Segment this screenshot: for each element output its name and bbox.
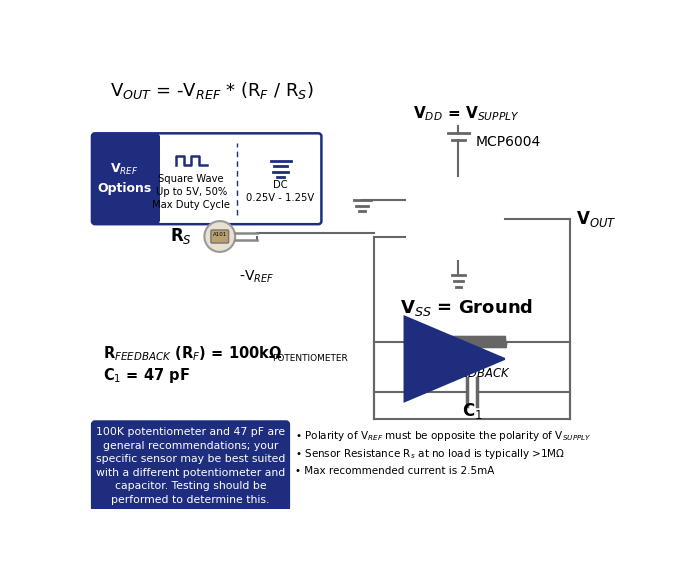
- Text: V$_{OUT}$: V$_{OUT}$: [576, 209, 617, 229]
- Text: • Polarity of V$_{REF}$ must be opposite the polarity of V$_{SUPPLY}$: • Polarity of V$_{REF}$ must be opposite…: [296, 429, 592, 443]
- Text: V$_{OUT}$ = -V$_{REF}$ * (R$_F$ / R$_S$): V$_{OUT}$ = -V$_{REF}$ * (R$_F$ / R$_S$): [110, 80, 314, 101]
- Text: DC
0.25V - 1.25V: DC 0.25V - 1.25V: [247, 180, 315, 204]
- Text: A101: A101: [213, 232, 227, 237]
- Text: V$_{SS}$ = Ground: V$_{SS}$ = Ground: [399, 297, 533, 318]
- Text: +: +: [417, 191, 431, 209]
- Text: V$_{DD}$ = V$_{SUPPLY}$: V$_{DD}$ = V$_{SUPPLY}$: [413, 104, 519, 122]
- FancyBboxPatch shape: [92, 422, 289, 511]
- Text: POTENTIOMETER: POTENTIOMETER: [272, 355, 348, 363]
- Bar: [152, 136, 160, 221]
- Text: Square Wave
Up to 5V, 50%
Max Duty Cycle: Square Wave Up to 5V, 50% Max Duty Cycle: [152, 174, 230, 210]
- Text: -V$_{REF}$: -V$_{REF}$: [239, 268, 275, 285]
- Text: R$_{FEEDBACK}$ (R$_F$) = 100kΩ: R$_{FEEDBACK}$ (R$_F$) = 100kΩ: [102, 344, 282, 363]
- Text: • Sensor Resistance R$_s$ at no load is typically >1MΩ: • Sensor Resistance R$_s$ at no load is …: [296, 447, 565, 462]
- Text: C$_1$: C$_1$: [461, 402, 482, 422]
- Text: C$_1$ = 47 pF: C$_1$ = 47 pF: [102, 366, 190, 384]
- Text: R$_{FEEDBACK}$: R$_{FEEDBACK}$: [433, 359, 511, 379]
- Text: • Max recommended current is 2.5mA: • Max recommended current is 2.5mA: [296, 466, 495, 476]
- Text: V$_{REF}$
Options: V$_{REF}$ Options: [97, 162, 151, 195]
- Text: 100K potentiometer and 47 pF are
general recommendations; your
specific sensor m: 100K potentiometer and 47 pF are general…: [95, 427, 285, 505]
- FancyBboxPatch shape: [211, 230, 229, 243]
- FancyBboxPatch shape: [92, 133, 321, 224]
- Text: −: −: [417, 228, 431, 247]
- Text: MCP6004: MCP6004: [475, 135, 541, 149]
- Polygon shape: [404, 316, 505, 402]
- Circle shape: [204, 221, 235, 252]
- FancyBboxPatch shape: [92, 133, 160, 224]
- Text: R$_S$: R$_S$: [170, 227, 192, 247]
